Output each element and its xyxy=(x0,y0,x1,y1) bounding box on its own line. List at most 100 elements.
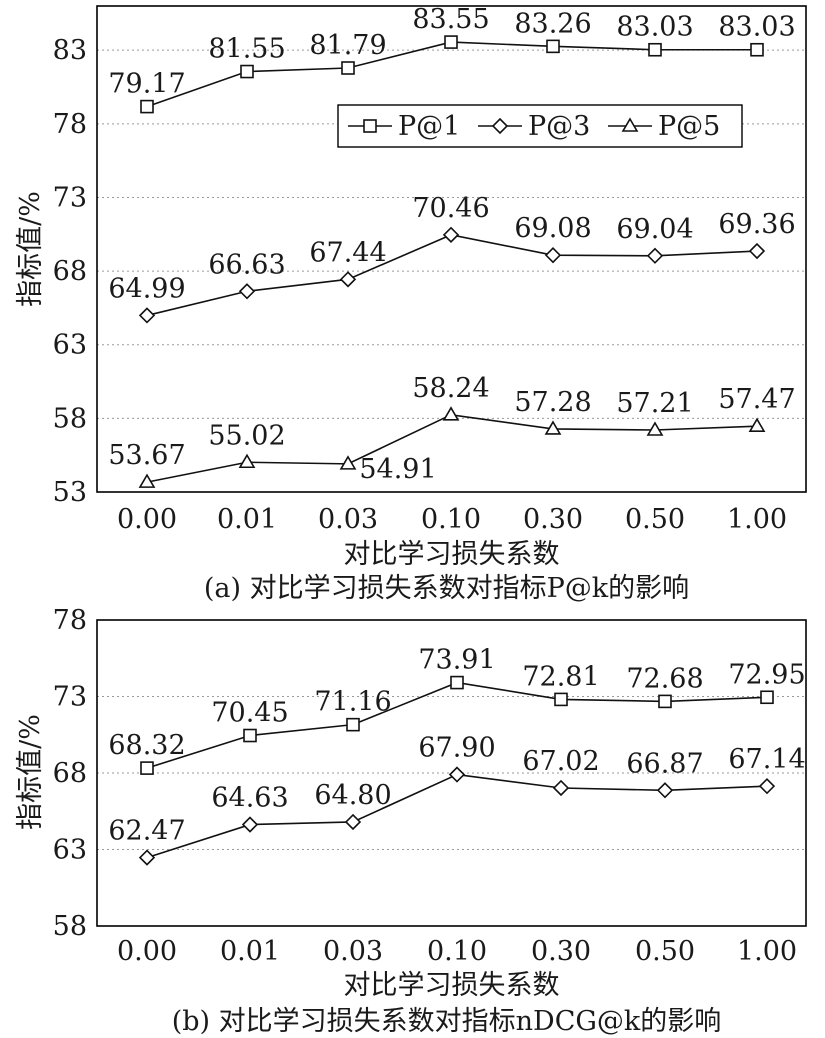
data-point-square xyxy=(346,717,360,732)
plot-frame xyxy=(96,619,807,927)
legend-marker-square xyxy=(363,119,377,133)
y-tick-label: 58 xyxy=(53,403,87,434)
legend-label: P@3 xyxy=(528,111,590,142)
data-point-square xyxy=(140,99,154,114)
x-axis-title: 对比学习损失系数 xyxy=(344,539,560,570)
y-tick-label: 63 xyxy=(53,835,87,866)
y-tick-label: 53 xyxy=(53,477,87,508)
x-axis-title: 对比学习损失系数 xyxy=(344,970,560,1001)
x-tick-label: 0.00 xyxy=(117,936,177,967)
data-point-square xyxy=(243,728,257,743)
data-label: 72.68 xyxy=(626,663,703,694)
data-label: 57.28 xyxy=(514,387,591,418)
data-label: 83.03 xyxy=(616,12,693,43)
data-point-triangle xyxy=(748,417,766,432)
x-tick-label: 0.50 xyxy=(635,936,695,967)
data-label: 67.02 xyxy=(522,746,599,777)
data-point-triangle xyxy=(238,453,256,469)
legend-marker-diamond xyxy=(491,117,509,135)
data-label: 57.21 xyxy=(616,388,693,419)
data-label: 81.55 xyxy=(208,34,285,65)
data-point-diamond xyxy=(656,782,674,799)
x-tick-label: 0.03 xyxy=(323,936,383,967)
data-point-square xyxy=(444,35,458,49)
chart-a: 53 58 63 68 73 78 83 0.00 0.01 0.03 0.10 0.30 0.50 1.… xyxy=(15,4,807,604)
figure-caption: (a) 对比学习损失系数对指标P@k的影响 xyxy=(204,573,689,604)
y-tick-label: 73 xyxy=(53,182,87,213)
y-tick-label: 73 xyxy=(53,682,87,713)
data-label: 64.80 xyxy=(314,780,391,811)
data-label: 83.03 xyxy=(718,12,795,43)
data-point-square xyxy=(648,42,662,57)
data-point-diamond xyxy=(241,816,259,833)
x-tick-label: 0.01 xyxy=(217,504,277,535)
data-point-diamond xyxy=(552,779,570,797)
data-label: 73.91 xyxy=(418,645,495,676)
data-point-diamond xyxy=(138,307,156,324)
y-tick-label: 68 xyxy=(53,758,87,789)
data-point-square xyxy=(554,692,568,707)
data-label: 58.24 xyxy=(412,373,489,404)
data-point-triangle xyxy=(442,406,460,421)
data-point-square xyxy=(760,690,774,705)
data-point-diamond xyxy=(544,247,562,264)
data-point-diamond xyxy=(344,813,362,831)
y-tick-label: 78 xyxy=(53,605,87,636)
data-point-diamond xyxy=(339,271,357,288)
data-point-triangle xyxy=(138,473,156,488)
x-tick-label: 0.10 xyxy=(427,936,487,967)
data-label: 66.63 xyxy=(208,249,285,280)
x-tick-label: 0.10 xyxy=(421,504,481,535)
x-tick-label: 1.00 xyxy=(727,504,787,535)
x-tick-label: 1.00 xyxy=(737,936,797,967)
data-label: 83.55 xyxy=(412,4,489,35)
data-label: 57.47 xyxy=(718,384,795,415)
data-point-diamond xyxy=(758,778,776,795)
data-point-diamond xyxy=(442,226,460,243)
data-point-triangle xyxy=(544,420,562,435)
data-point-square xyxy=(450,675,464,690)
data-label: 66.87 xyxy=(626,748,703,779)
y-tick-label: 58 xyxy=(53,911,87,942)
data-label: 72.81 xyxy=(522,661,599,692)
data-point-triangle xyxy=(646,421,664,436)
y-axis-title: 指标值/% xyxy=(15,714,46,830)
data-label: 69.36 xyxy=(718,209,795,240)
data-point-diamond xyxy=(138,849,156,866)
x-tick-label: 0.30 xyxy=(523,504,583,535)
data-label: 64.99 xyxy=(108,273,185,304)
data-label: 72.95 xyxy=(728,659,805,690)
data-point-square xyxy=(140,761,154,775)
data-point-diamond xyxy=(448,766,466,783)
y-tick-label: 63 xyxy=(53,330,87,361)
chart-b: 58 63 68 73 78 0.00 0.01 0.03 0.10 0.30 0.50 1.00 68… xyxy=(15,605,807,1037)
data-label: 69.04 xyxy=(616,214,693,245)
data-label: 67.14 xyxy=(728,744,805,775)
data-label: 69.08 xyxy=(514,213,591,244)
data-label: 70.45 xyxy=(211,698,288,729)
data-label: 83.26 xyxy=(514,8,591,39)
plot-frame xyxy=(96,5,807,493)
figure-caption: (b) 对比学习损失系数对指标nDCG@k的影响 xyxy=(172,1006,722,1037)
data-point-square xyxy=(546,39,560,54)
x-tick-label: 0.03 xyxy=(318,504,378,535)
legend-label: P@1 xyxy=(398,111,460,142)
x-tick-label: 0.00 xyxy=(117,504,177,535)
data-label: 64.63 xyxy=(211,783,288,814)
data-label: 70.46 xyxy=(412,193,489,224)
x-tick-label: 0.50 xyxy=(625,504,685,535)
data-label: 54.91 xyxy=(359,454,436,485)
data-label: 62.47 xyxy=(108,816,185,847)
data-point-diamond xyxy=(646,247,664,264)
data-point-square xyxy=(750,42,764,57)
data-label: 79.17 xyxy=(108,69,185,100)
x-tick-label: 0.01 xyxy=(220,936,280,967)
data-label: 81.79 xyxy=(309,30,386,61)
data-point-square xyxy=(341,61,355,75)
x-tick-label: 0.30 xyxy=(531,936,591,967)
data-point-square xyxy=(240,64,254,79)
legend-marker-triangle xyxy=(621,117,639,132)
y-tick-label: 83 xyxy=(53,35,87,66)
y-tick-label: 78 xyxy=(53,109,87,140)
